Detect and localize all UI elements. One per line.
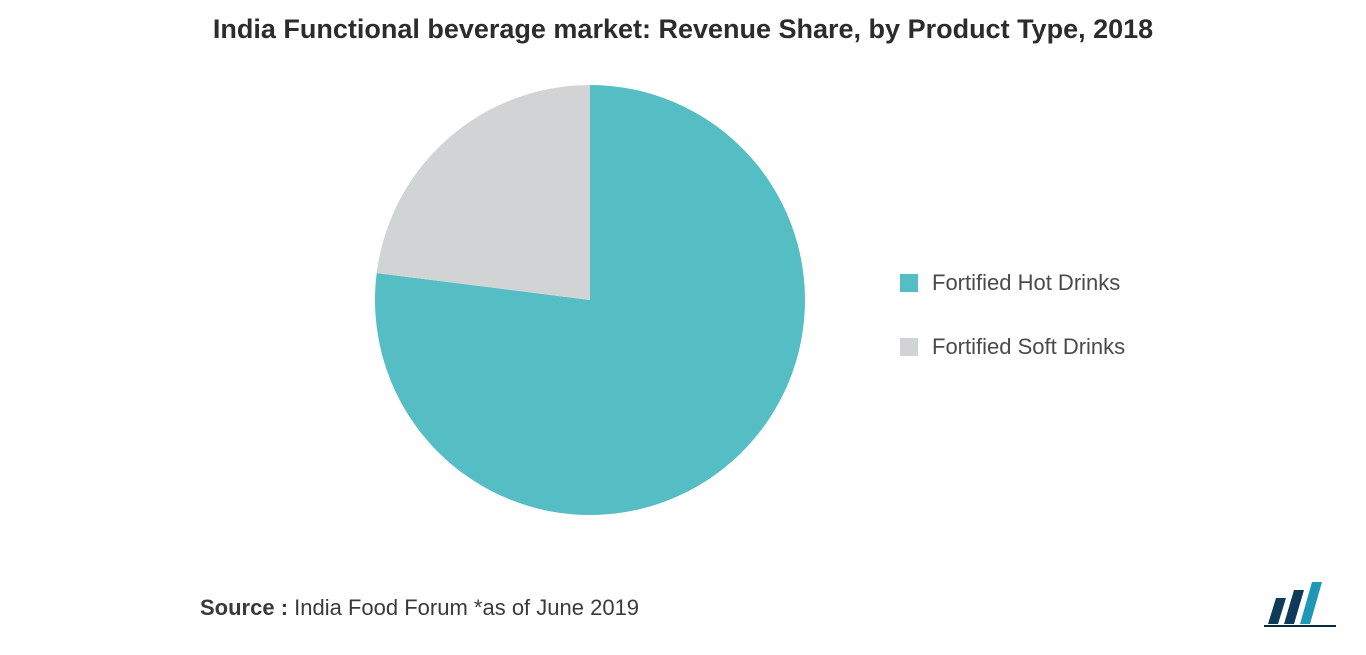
chart-title: India Functional beverage market: Revenu… [0,0,1366,45]
legend-label: Fortified Soft Drinks [932,334,1125,360]
legend-swatch [900,274,918,292]
pie-chart [370,80,810,525]
legend-item-1: Fortified Soft Drinks [900,334,1125,360]
source-label: Source : [200,595,288,620]
chart-area: Fortified Hot Drinks Fortified Soft Drink… [0,70,1366,540]
legend-swatch [900,338,918,356]
pie-slice-1 [377,85,590,300]
legend: Fortified Hot Drinks Fortified Soft Drink… [900,270,1125,398]
brand-logo [1264,580,1336,633]
source-line: Source : India Food Forum *as of June 20… [200,595,639,621]
legend-label: Fortified Hot Drinks [932,270,1120,296]
legend-item-0: Fortified Hot Drinks [900,270,1125,296]
source-text: India Food Forum *as of June 2019 [294,595,639,620]
